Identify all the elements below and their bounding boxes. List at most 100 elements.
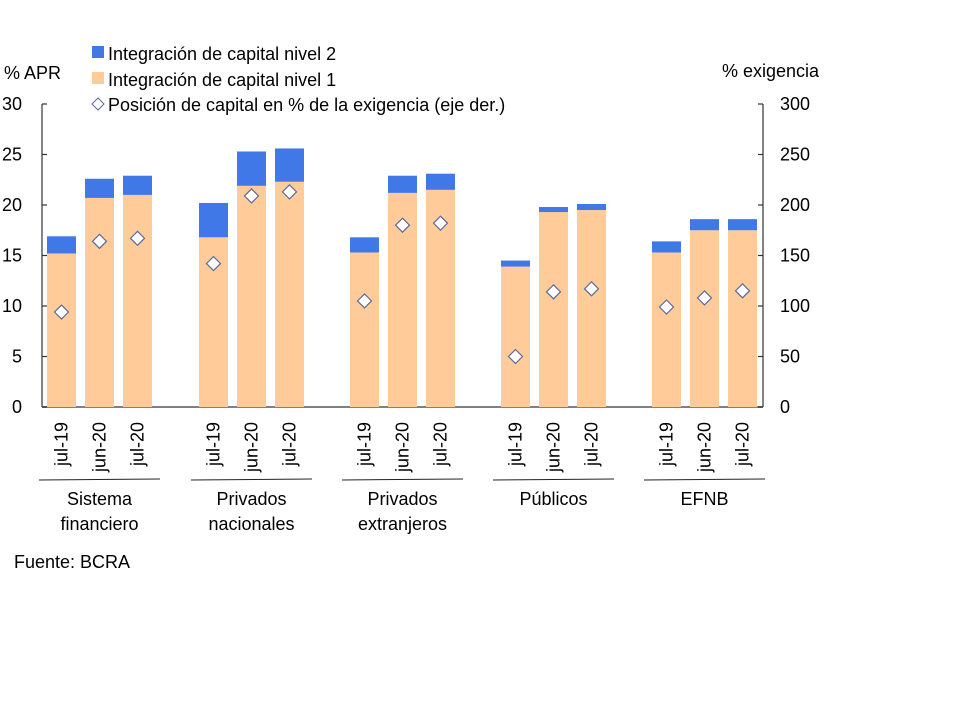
diamond-marker [394,217,411,234]
right-axis-ticks: 0 50 100 150 200 250 300 [758,94,810,417]
legend: Integración de capital nivel 2 Integraci… [91,44,505,115]
diamond-marker [356,293,373,309]
bar-nivel-2 [237,151,266,186]
diamond-marker [91,233,108,250]
bar-nivel-1 [123,194,152,407]
diamond-marker [583,280,600,297]
category-label: jul-20 [733,422,753,467]
group-separator-line [190,478,313,481]
category-label: jun-20 [695,422,715,473]
right-tick-label: 0 [780,397,790,417]
right-tick-label: 300 [780,94,810,114]
category-label: jul-19 [506,422,526,467]
group-separator-line [341,478,464,481]
group-label: nacionales [208,514,294,534]
left-tick-label: 10 [2,296,22,316]
bar-nivel-1 [652,252,681,407]
left-tick-label: 30 [2,94,22,114]
bar-nivel-1 [275,181,304,407]
category-label: jun-20 [90,422,110,473]
diamond-marker [432,215,449,232]
bar-nivel-1 [728,230,757,407]
diamond-marker [281,184,298,200]
legend-swatch-nivel-1 [92,72,104,84]
bar-nivel-2 [350,237,379,253]
legend-label-nivel-1: Integración de capital nivel 1 [108,70,336,90]
category-label: jun-20 [393,422,413,473]
diamond-marker [545,284,562,300]
left-tick-label: 15 [2,246,22,266]
bar-nivel-2 [275,148,304,182]
diamond-marker [129,230,146,247]
group-separator-line [38,478,161,481]
diamond-marker [205,255,222,272]
bar-nivel-1 [237,185,266,407]
group-separator-line [643,478,766,481]
bar-nivel-1 [501,266,530,407]
left-axis-label: % APR [4,63,61,83]
group-separator-line [492,478,615,481]
bar-nivel-2 [47,236,76,254]
group-label: extranjeros [358,514,447,534]
category-label: jul-20 [128,422,148,467]
category-label: jul-20 [431,422,451,467]
bar-nivel-1 [539,212,568,407]
diamond-marker [243,188,260,204]
diamond-marker [658,299,675,315]
group-label: Públicos [519,489,587,509]
bar-nivel-2 [690,219,719,231]
group-label: financiero [60,514,138,534]
bar-nivel-2 [728,219,757,231]
bar-nivel-2 [426,173,455,190]
right-tick-label: 100 [780,296,810,316]
group-label: Privados [216,489,286,509]
left-tick-label: 5 [12,347,22,367]
category-label: jul-19 [204,422,224,467]
bar-nivel-1 [47,253,76,407]
category-label: jul-19 [355,422,375,467]
source-note: Fuente: BCRA [14,552,130,572]
diamond-marker [696,290,713,306]
right-tick-label: 50 [780,347,800,367]
bar-nivel-1 [690,230,719,407]
right-tick-label: 150 [780,246,810,266]
left-tick-label: 0 [12,397,22,417]
left-axis-ticks: 0 5 10 15 20 25 30 [2,94,47,417]
category-label: jul-19 [657,422,677,467]
legend-label-nivel-2: Integración de capital nivel 2 [108,44,336,64]
bar-nivel-1 [85,197,114,407]
bars [47,148,757,407]
category-label: jul-19 [52,422,72,467]
diamond-marker [734,283,751,299]
bar-nivel-2 [199,202,228,238]
left-tick-label: 25 [2,145,22,165]
group-labels: Sistema financiero Privados nacionales Priva… [38,478,766,534]
category-label: jul-20 [280,422,300,467]
right-axis-label: % exigencia [722,61,820,81]
legend-diamond-marker [91,97,105,111]
diamond-marker [53,304,70,320]
bar-nivel-2 [388,175,417,193]
diamond-marker [507,348,524,365]
bar-nivel-2 [652,241,681,253]
group-label: Sistema [67,489,133,509]
diamond-markers [53,184,751,365]
x-category-labels: jul-19 jun-20 jul-20 jul-19 jun-20 jul-20 jul-… [52,422,753,473]
group-label: Privados [367,489,437,509]
bar-nivel-1 [577,210,606,407]
legend-swatch-nivel-2 [92,46,104,58]
bar-nivel-2 [577,203,606,211]
right-tick-label: 250 [780,145,810,165]
bar-nivel-2 [539,207,568,213]
category-label: jul-20 [582,422,602,467]
category-label: jun-20 [544,422,564,473]
legend-label-posicion: Posición de capital en % de la exigencia… [108,95,505,115]
bar-nivel-1 [350,252,379,407]
bar-nivel-2 [85,178,114,198]
bar-nivel-2 [123,175,152,195]
right-tick-label: 200 [780,195,810,215]
left-tick-label: 20 [2,195,22,215]
group-label: EFNB [680,489,728,509]
bar-nivel-2 [501,260,530,267]
